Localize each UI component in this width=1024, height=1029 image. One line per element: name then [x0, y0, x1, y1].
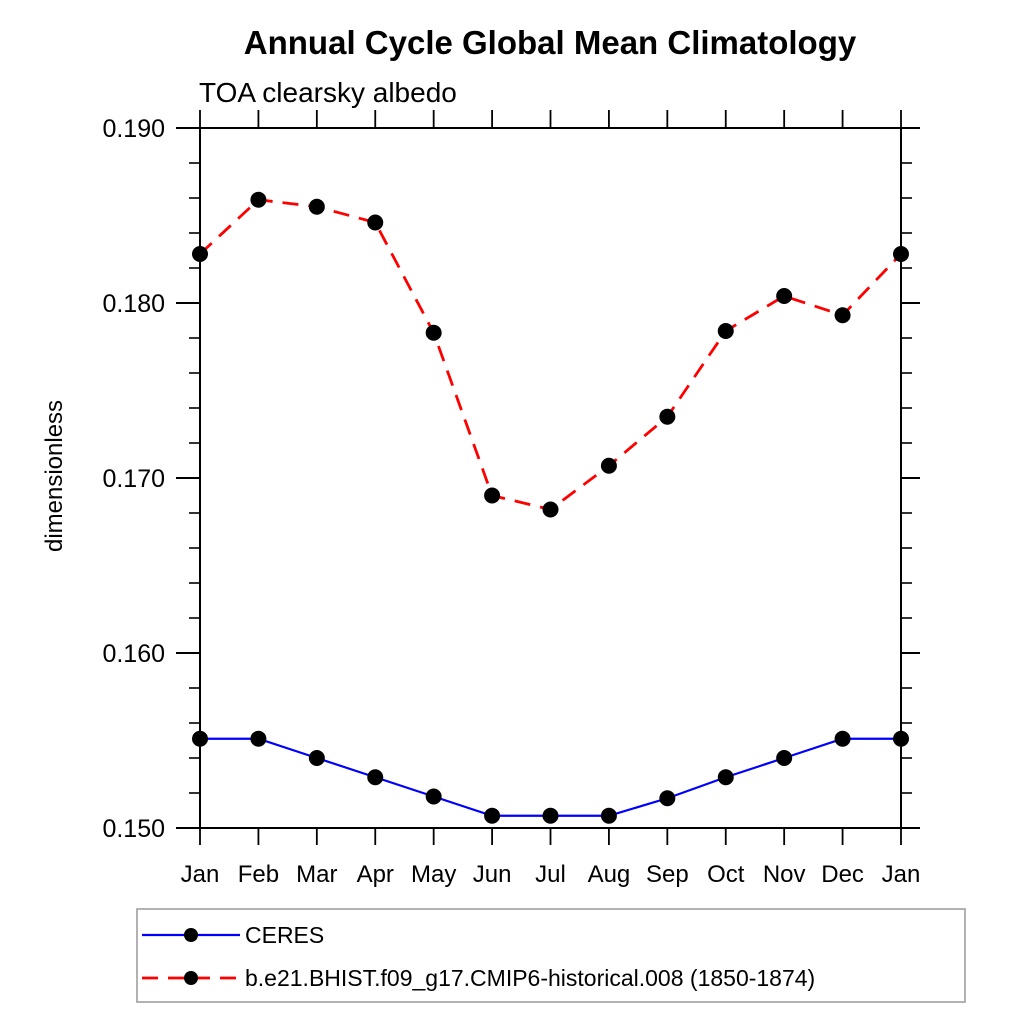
x-tick-label: Dec — [821, 861, 864, 888]
chart-subtitle: TOA clearsky albedo — [199, 77, 457, 108]
x-tick-label: Aug — [588, 861, 631, 888]
data-point-s0-Nov — [776, 750, 793, 766]
data-point-s0-May — [425, 788, 442, 805]
x-tick-label: Jun — [473, 861, 512, 888]
x-tick-label: Oct — [707, 861, 745, 888]
x-tick-label: Jan — [181, 861, 220, 888]
data-point-s0-Dec — [834, 730, 851, 747]
data-point-s1-Nov — [776, 288, 793, 304]
series-group — [192, 191, 909, 824]
y-tick-label: 0.180 — [102, 290, 165, 318]
data-point-s0-Aug — [600, 807, 617, 824]
y-axis-label: dimensionless — [41, 400, 68, 552]
data-point-s0-Jan — [192, 730, 208, 747]
data-point-s0-Oct — [717, 769, 734, 786]
data-point-s1-Feb — [250, 191, 267, 208]
y-tick-label: 0.190 — [102, 115, 165, 143]
series-line-1 — [199, 198, 903, 512]
legend-entry-model: b.e21.BHIST.f09_g17.CMIP6-historical.008… — [142, 965, 815, 991]
data-point-s1-Aug — [600, 457, 617, 474]
legend-entry-ceres: CERES — [142, 922, 324, 948]
legend-label-model: b.e21.BHIST.f09_g17.CMIP6-historical.008… — [245, 965, 815, 991]
x-tick-label: Jul — [535, 861, 566, 888]
x-tick-label: Nov — [763, 861, 806, 888]
y-tick-label: 0.150 — [102, 815, 165, 843]
x-tick-label: Sep — [646, 861, 689, 888]
data-point-s1-Jun — [484, 487, 501, 504]
data-point-s1-Jan — [192, 246, 208, 262]
data-point-s1-Mar — [308, 198, 325, 215]
legend-box — [136, 908, 966, 1003]
data-point-s1-Jan — [893, 246, 909, 262]
data-point-s0-Mar — [308, 750, 325, 766]
chart-title: Annual Cycle Global Mean Climatology — [244, 24, 857, 61]
x-tick-label: Apr — [357, 861, 394, 888]
data-point-s1-Jul — [542, 501, 559, 518]
x-tick-label: Mar — [296, 861, 337, 888]
data-point-s0-Jul — [542, 807, 559, 824]
data-point-s0-Jan — [893, 730, 909, 747]
y-tick-label: 0.160 — [102, 640, 165, 668]
series-line-0 — [200, 737, 901, 817]
data-point-s1-May — [425, 324, 442, 341]
data-point-s0-Apr — [367, 769, 384, 786]
legend-marker-model — [184, 971, 198, 985]
axes: 0.150 0.160 0.170 0.180 0.190 Jan Feb Mar Apr May… — [102, 110, 920, 888]
data-point-s0-Sep — [659, 790, 676, 807]
data-point-s1-Apr — [367, 214, 384, 231]
x-tick-label: May — [411, 861, 456, 888]
y-tick-label: 0.170 — [102, 465, 165, 493]
data-point-s0-Jun — [484, 807, 501, 824]
plot-frame — [199, 127, 902, 829]
legend-marker-ceres — [184, 928, 198, 942]
data-point-s1-Sep — [659, 408, 676, 425]
data-point-s1-Oct — [717, 323, 734, 339]
x-tick-label: Jan — [882, 861, 921, 888]
data-point-s1-Dec — [834, 307, 851, 324]
legend-label-ceres: CERES — [245, 922, 324, 948]
x-tick-label: Feb — [238, 861, 279, 888]
legend: CERES b.e21.BHIST.f09_g17.CMIP6-historic… — [136, 908, 966, 1003]
data-point-s0-Feb — [250, 730, 267, 747]
